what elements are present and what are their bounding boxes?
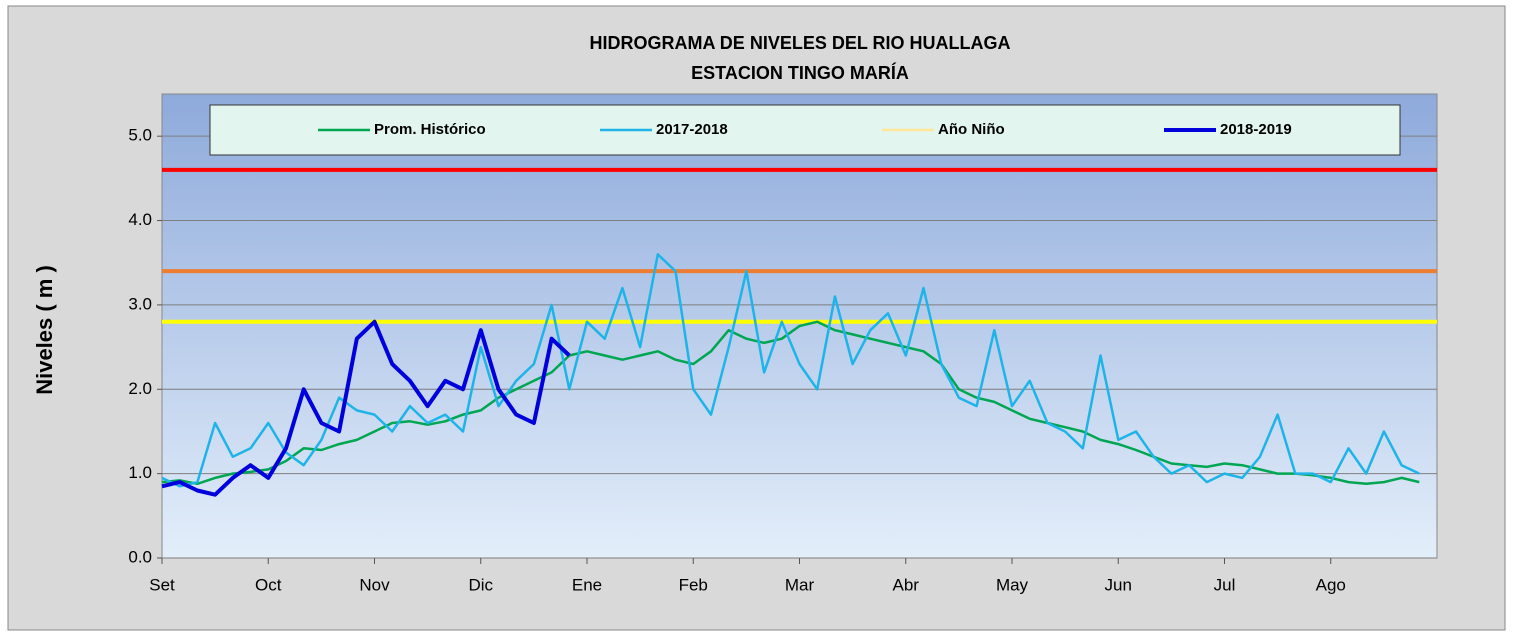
x-tick-label: Dic bbox=[468, 575, 493, 594]
x-tick-label: Jul bbox=[1214, 575, 1236, 594]
y-tick-label: 5.0 bbox=[128, 126, 152, 145]
x-tick-label: Feb bbox=[679, 575, 708, 594]
x-tick-label: Jun bbox=[1105, 575, 1132, 594]
chart-subtitle: ESTACION TINGO MARÍA bbox=[691, 62, 909, 83]
x-tick-label: Set bbox=[149, 575, 175, 594]
series-line bbox=[161, 320, 1420, 486]
x-tick-label: Oct bbox=[255, 575, 282, 594]
y-tick-label: 3.0 bbox=[128, 294, 152, 313]
legend-label: 2017-2018 bbox=[656, 121, 728, 138]
y-tick-label: 0.0 bbox=[128, 547, 152, 566]
series-line bbox=[161, 319, 571, 497]
x-tick-label: Nov bbox=[359, 575, 390, 594]
x-tick-label: May bbox=[996, 575, 1029, 594]
series-line bbox=[161, 253, 1420, 488]
legend-label: Año Niño bbox=[938, 121, 1005, 138]
chart-title: HIDROGRAMA DE NIVELES DEL RIO HUALLAGA bbox=[589, 33, 1010, 53]
y-axis-label: Niveles ( m ) bbox=[32, 265, 57, 395]
legend-label: 2018-2019 bbox=[1220, 121, 1292, 138]
x-tick-label: Abr bbox=[893, 575, 920, 594]
y-tick-label: 4.0 bbox=[128, 210, 152, 229]
legend-label: Prom. Histórico bbox=[374, 121, 486, 138]
grid bbox=[157, 135, 1437, 564]
x-tick-label: Ene bbox=[572, 575, 602, 594]
y-tick-label: 2.0 bbox=[128, 379, 152, 398]
x-tick-label: Mar bbox=[785, 575, 815, 594]
marks bbox=[161, 167, 1437, 497]
legend-entries: Prom. Histórico 2017-2018 Año Niño 2018-201… bbox=[318, 121, 1292, 138]
y-tick-label: 1.0 bbox=[128, 463, 152, 482]
x-tick-label: Ago bbox=[1316, 575, 1346, 594]
